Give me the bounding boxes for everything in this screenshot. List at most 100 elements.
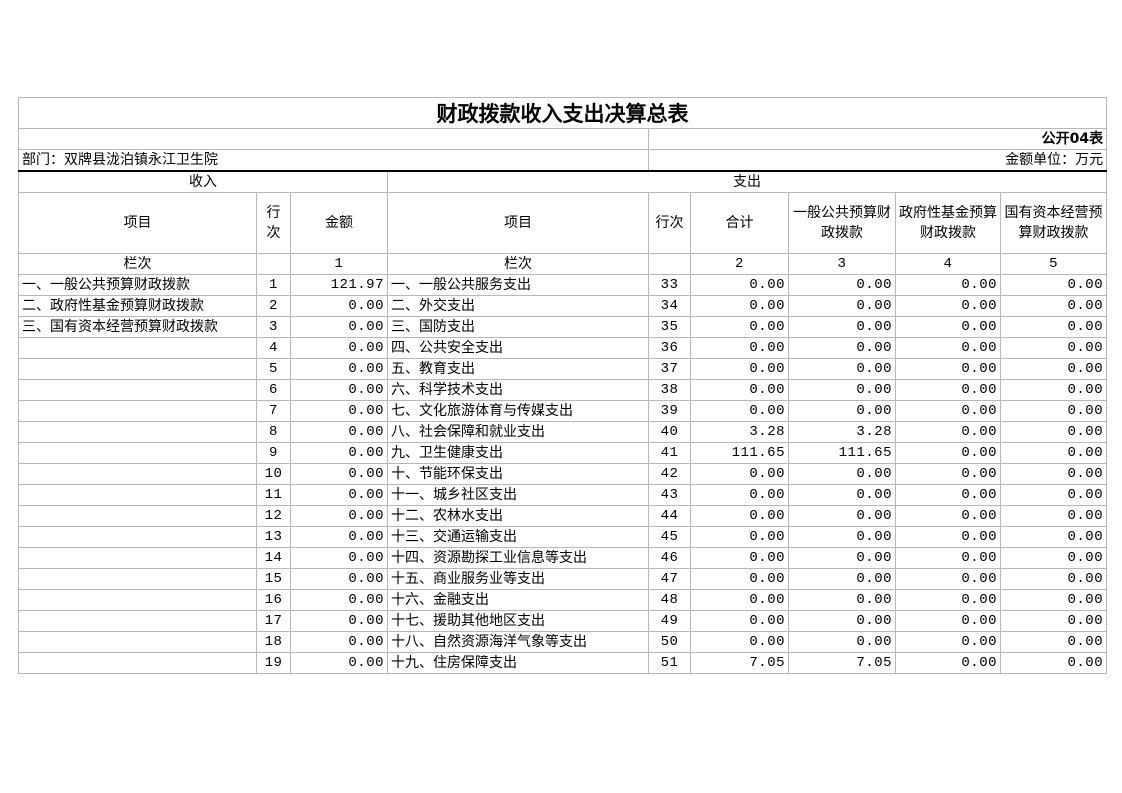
cell-general: 0.00	[788, 484, 896, 506]
cell-expense-item: 九、卫生健康支出	[387, 442, 649, 464]
cell-expense-item: 十一、城乡社区支出	[387, 484, 649, 506]
cell-fund: 0.00	[895, 631, 1001, 653]
cell-income-amount: 0.00	[290, 589, 388, 611]
cell-total: 0.00	[690, 379, 789, 401]
cell-general: 111.65	[788, 442, 896, 464]
cell-income-amount: 0.00	[290, 337, 388, 359]
cell-expense-line: 47	[648, 568, 691, 590]
cell-capital: 0.00	[999, 568, 1108, 590]
cell-income-line: 10	[256, 463, 291, 485]
cell-expense-line: 33	[648, 274, 691, 296]
table-row: 三、国有资本经营预算财政拨款 3 0.00 三、国防支出 35 0.00 0.00 0.00 0…	[18, 316, 1108, 338]
cell-expense-line: 51	[648, 652, 691, 674]
col-income-item: 项目	[18, 192, 257, 254]
cell-income-line: 18	[256, 631, 291, 653]
cell-expense-item: 十三、交通运输支出	[387, 526, 649, 548]
cell-total: 111.65	[690, 442, 789, 464]
col-income-amount: 金额	[290, 192, 388, 254]
cell-general: 0.00	[788, 295, 896, 317]
cell-expense-item: 七、文化旅游体育与传媒支出	[387, 400, 649, 422]
cell-income-amount: 0.00	[290, 442, 388, 464]
cell-general: 0.00	[788, 589, 896, 611]
cell-income-amount: 0.00	[290, 652, 388, 674]
blank-cell	[18, 128, 649, 150]
table-row: 19 0.00 十九、住房保障支出 51 7.05 7.05 0.00 0.00	[18, 652, 1108, 674]
cell-income-amount: 0.00	[290, 568, 388, 590]
cell-income-amount: 0.00	[290, 421, 388, 443]
cell-expense-item: 四、公共安全支出	[387, 337, 649, 359]
cell-fund: 0.00	[895, 463, 1001, 485]
col-total: 合计	[690, 192, 789, 254]
cell-income-item	[18, 568, 257, 590]
unit-label: 金额单位：万元	[647, 149, 1108, 172]
cell-income-line: 1	[256, 274, 291, 296]
cell-expense-item: 八、社会保障和就业支出	[387, 421, 649, 443]
cell-fund: 0.00	[895, 316, 1001, 338]
cell-expense-item: 六、科学技术支出	[387, 379, 649, 401]
cell-total: 0.00	[690, 358, 789, 380]
cell-expense-line: 37	[648, 358, 691, 380]
cell-capital: 0.00	[999, 316, 1108, 338]
cell-general: 0.00	[788, 463, 896, 485]
cell-total: 0.00	[690, 589, 789, 611]
cell-income-item	[18, 400, 257, 422]
cell-income-line: 17	[256, 610, 291, 632]
cell-income-line: 12	[256, 505, 291, 527]
cell-fund: 0.00	[895, 358, 1001, 380]
cell-general: 0.00	[788, 568, 896, 590]
cell-total: 0.00	[690, 505, 789, 527]
cell-fund: 0.00	[895, 547, 1001, 569]
cell-income-item	[18, 589, 257, 611]
cell-fund: 0.00	[895, 274, 1001, 296]
cell-expense-line: 45	[648, 526, 691, 548]
cell-general: 0.00	[788, 400, 896, 422]
cell-capital: 0.00	[999, 547, 1108, 569]
cell-capital: 0.00	[999, 589, 1108, 611]
cell-general: 0.00	[788, 337, 896, 359]
table-row: 一、一般公共预算财政拨款 1 121.97 一、一般公共服务支出 33 0.00 0.00 0…	[18, 274, 1108, 296]
col-expense-line: 行次	[648, 192, 691, 254]
cell-income-item: 二、政府性基金预算财政拨款	[18, 295, 257, 317]
cell-income-amount: 0.00	[290, 316, 388, 338]
cell-total: 7.05	[690, 652, 789, 674]
cell-total: 0.00	[690, 463, 789, 485]
cell-income-line: 3	[256, 316, 291, 338]
col-gov-fund: 政府性基金预算财政拨款	[895, 192, 1001, 254]
cell-income-item: 三、国有资本经营预算财政拨款	[18, 316, 257, 338]
cell-expense-item: 十九、住房保障支出	[387, 652, 649, 674]
cell-general: 0.00	[788, 547, 896, 569]
cell-income-line: 16	[256, 589, 291, 611]
cell-income-item	[18, 337, 257, 359]
cell-income-item	[18, 379, 257, 401]
table-row: 10 0.00 十、节能环保支出 42 0.00 0.00 0.00 0.00	[18, 463, 1108, 485]
cell-total: 0.00	[690, 568, 789, 590]
cell-expense-item: 十二、农林水支出	[387, 505, 649, 527]
cell-fund: 0.00	[895, 442, 1001, 464]
table-row: 7 0.00 七、文化旅游体育与传媒支出 39 0.00 0.00 0.00 0.00	[18, 400, 1108, 422]
cell-capital: 0.00	[999, 484, 1108, 506]
cell-income-item	[18, 547, 257, 569]
cell-income-amount: 0.00	[290, 547, 388, 569]
cell-capital: 0.00	[999, 274, 1108, 296]
cell-expense-line: 42	[648, 463, 691, 485]
blank-cell	[648, 253, 691, 275]
col-income-line: 行次	[256, 192, 291, 254]
table-row: 二、政府性基金预算财政拨款 2 0.00 二、外交支出 34 0.00 0.00 0.00 0.…	[18, 295, 1108, 317]
cell-total: 0.00	[690, 316, 789, 338]
cell-fund: 0.00	[895, 400, 1001, 422]
cell-income-line: 15	[256, 568, 291, 590]
cell-general: 0.00	[788, 505, 896, 527]
cell-total: 0.00	[690, 547, 789, 569]
index-expense-label: 栏次	[387, 253, 649, 275]
cell-income-item	[18, 505, 257, 527]
cell-capital: 0.00	[999, 400, 1108, 422]
cell-income-line: 4	[256, 337, 291, 359]
cell-income-item	[18, 421, 257, 443]
cell-fund: 0.00	[895, 337, 1001, 359]
blank-cell	[256, 253, 291, 275]
cell-fund: 0.00	[895, 652, 1001, 674]
income-header: 收入	[18, 170, 388, 193]
cell-income-line: 9	[256, 442, 291, 464]
cell-total: 0.00	[690, 295, 789, 317]
cell-expense-line: 34	[648, 295, 691, 317]
